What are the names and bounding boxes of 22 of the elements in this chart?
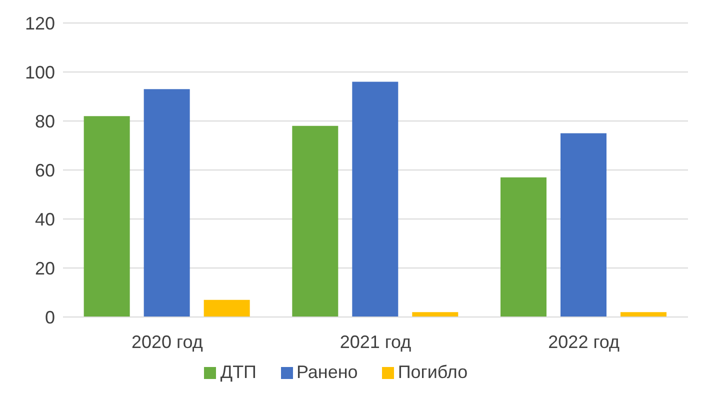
bar [84, 116, 130, 317]
y-tick-label: 20 [34, 258, 55, 278]
bar [620, 312, 666, 317]
legend-label: ДТП [220, 362, 256, 382]
bar [500, 177, 546, 317]
y-tick-label: 60 [34, 160, 55, 180]
y-tick-label: 80 [34, 111, 55, 132]
x-tick-label: 2021 год [340, 332, 412, 352]
legend-label: Ранено [296, 362, 358, 382]
bar [204, 300, 250, 317]
y-tick-label: 120 [24, 13, 55, 34]
y-tick-label: 100 [24, 62, 55, 82]
y-tick-label: 40 [34, 209, 55, 230]
bar [412, 312, 458, 317]
bar [352, 82, 398, 317]
bar [144, 89, 190, 317]
x-tick-label: 2022 год [548, 332, 620, 352]
bar [292, 126, 338, 317]
bar [560, 133, 606, 317]
x-tick-label: 2020 год [131, 332, 204, 352]
y-tick-label: 0 [44, 307, 55, 328]
legend-label: Погибло [398, 362, 468, 382]
